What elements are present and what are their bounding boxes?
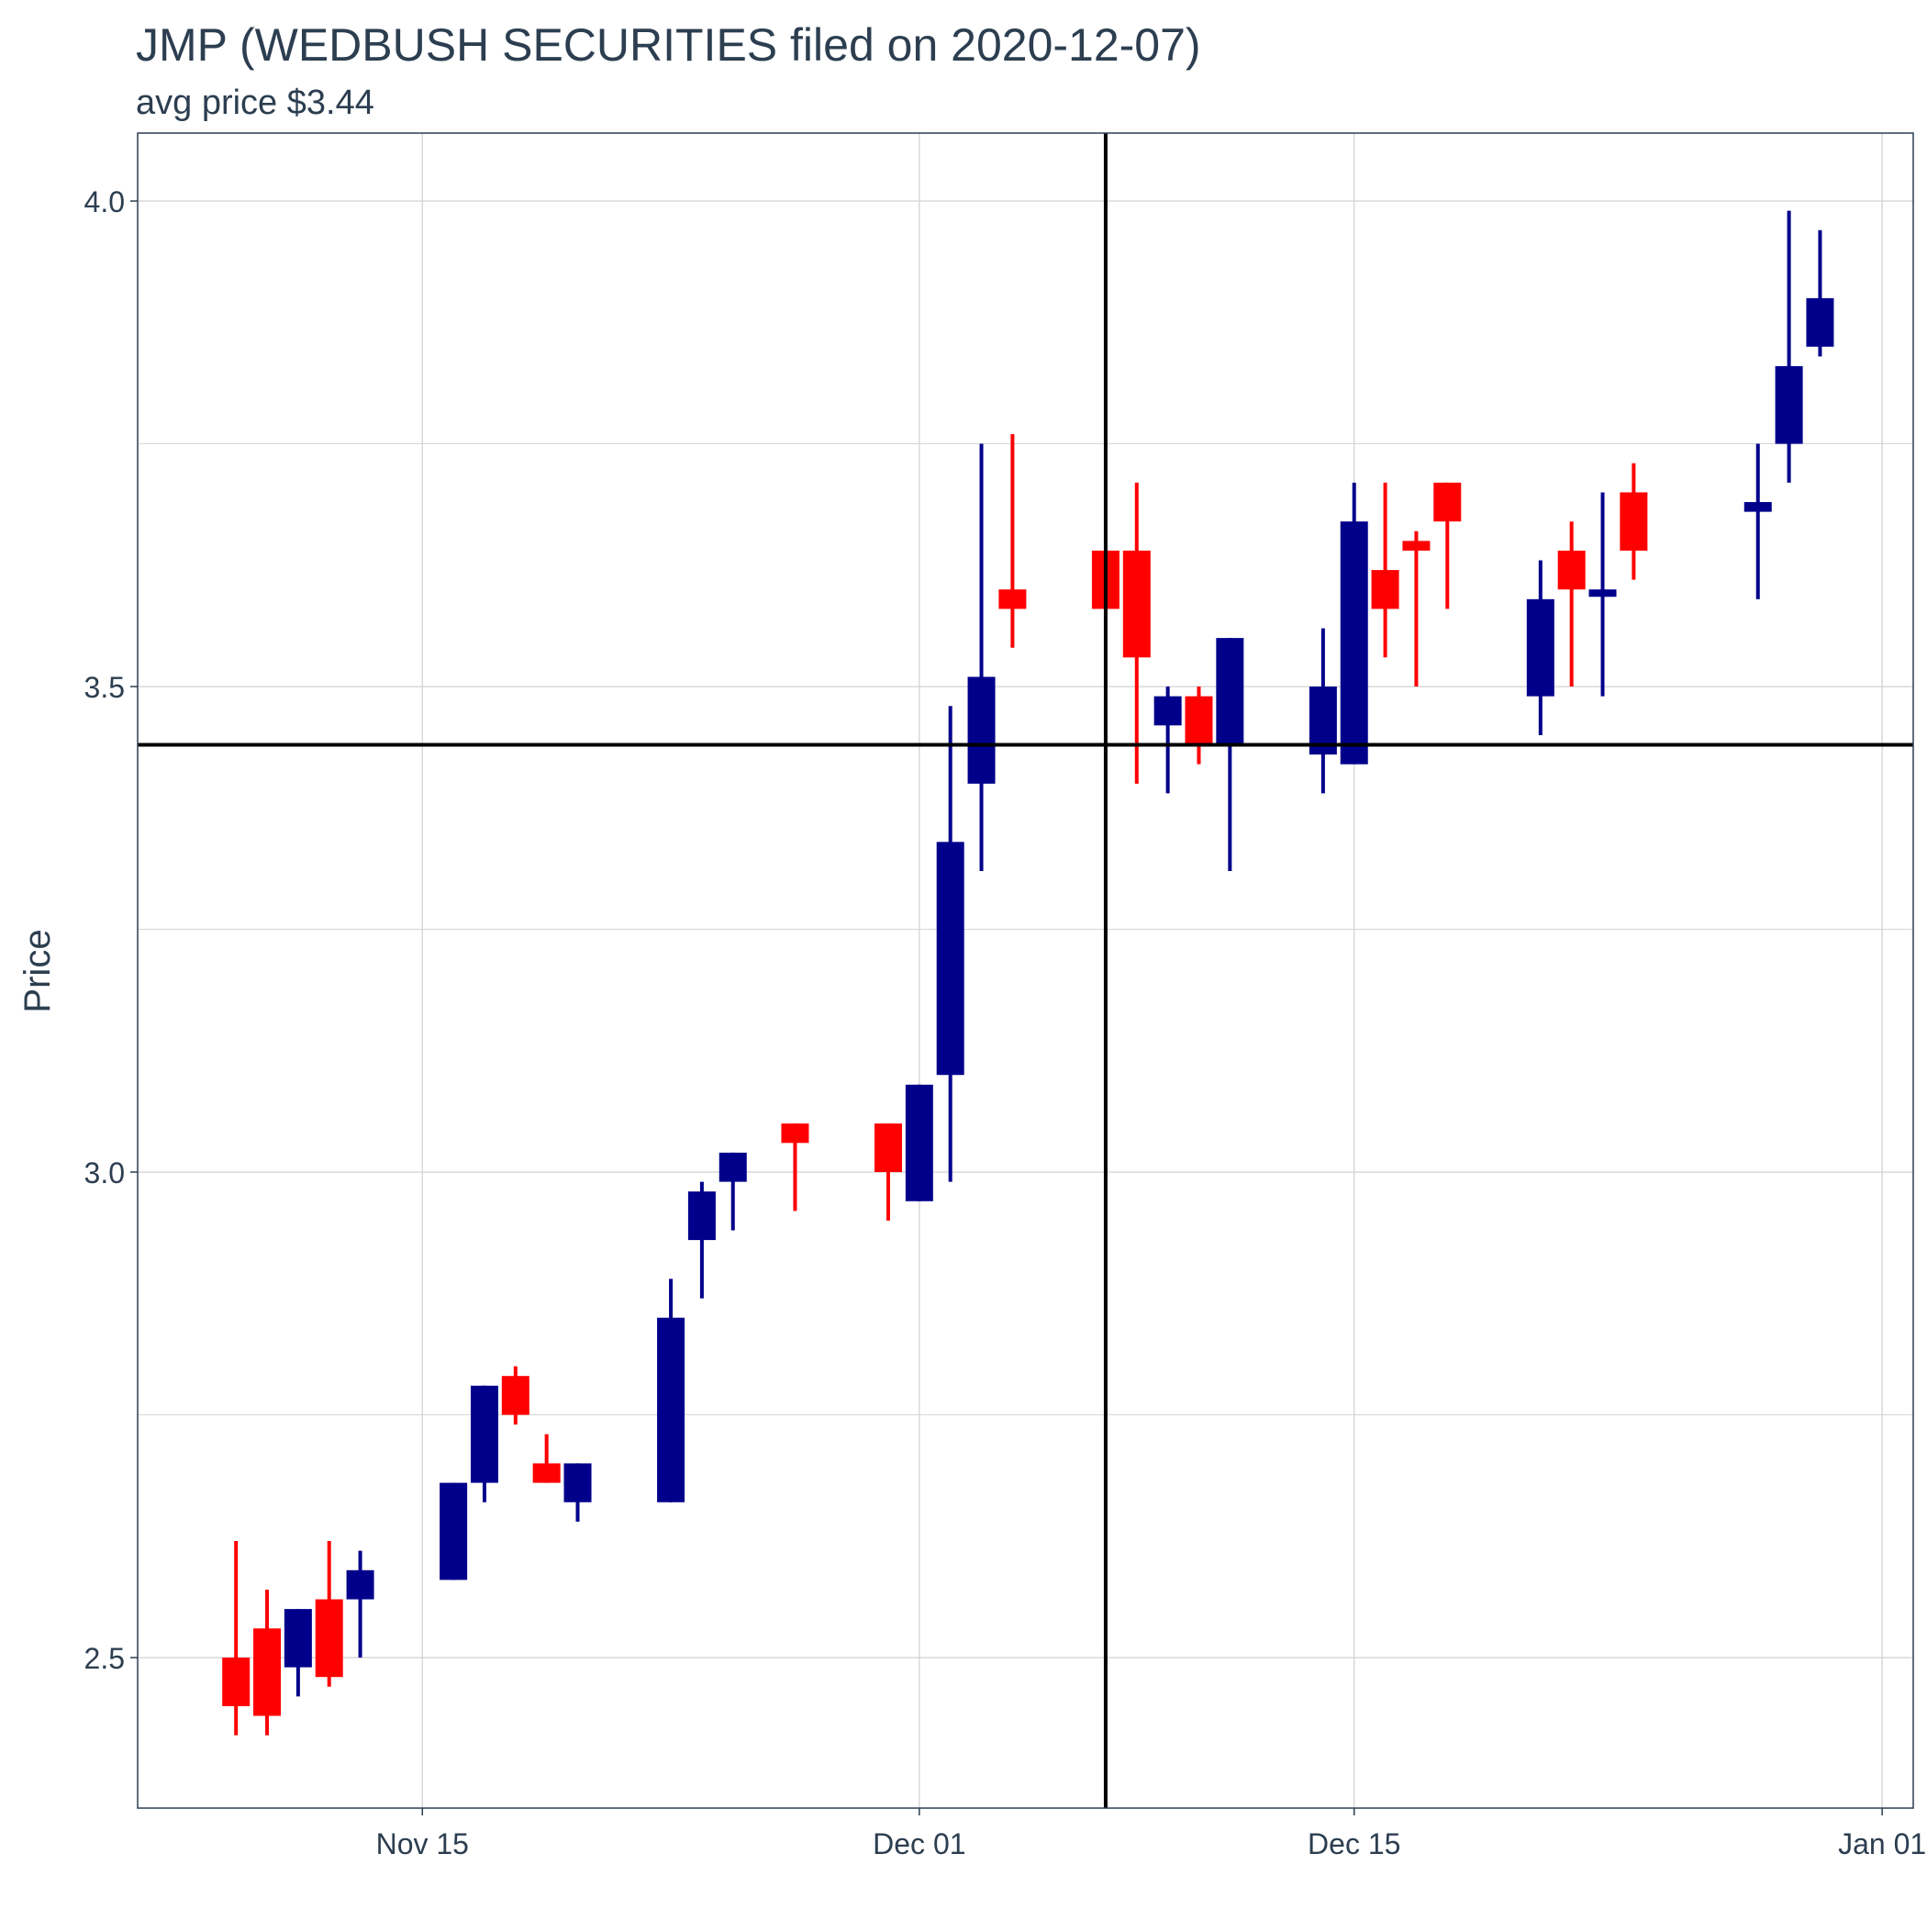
candle-down [315,1541,343,1687]
candle-up [905,1084,933,1201]
candle-body [284,1609,312,1668]
y-tick-label: 4.0 [84,185,125,218]
candle-body [1216,638,1244,745]
candle-up [718,1152,747,1231]
candle-up [1309,628,1337,794]
candle-body [1371,570,1399,609]
candle-down [874,1123,903,1221]
candle-body [1340,521,1368,765]
candle-down [1620,463,1648,580]
candle-body [657,1317,685,1502]
y-tick-label: 3.0 [84,1156,125,1189]
candle-body [253,1628,282,1716]
candle-body [222,1658,251,1706]
candle-up [1340,482,1368,765]
candle-body [315,1599,343,1678]
candle-body [1402,541,1431,551]
candle-body [440,1482,468,1580]
chart-title: JMP (WEDBUSH SECURITIES filed on 2020-12… [136,19,1201,71]
candle-body [1433,482,1462,522]
candle-body [1775,365,1803,444]
candle-up [687,1181,716,1299]
candle-body [1185,696,1213,745]
candle-down [998,433,1027,648]
candle-down [1371,482,1399,658]
y-axis-label: Price [17,929,58,1012]
candle-up [470,1385,498,1502]
candle-up [1775,210,1803,483]
candle-up [1153,687,1182,794]
candle-body [563,1463,592,1502]
candle-body [967,676,996,784]
candle-body [718,1152,747,1182]
x-tick-label: Dec 01 [873,1827,965,1860]
candle-up [1588,492,1617,697]
candle-body [998,589,1027,609]
axis-ticks: 2.5 3.0 3.5 4.0 Nov 15 Dec 01 Dec 15 Jan 01 [84,185,1927,1860]
candle-body [781,1123,809,1144]
grid-lines [138,133,1913,1808]
candle-body [532,1463,561,1483]
candle-body [905,1084,933,1201]
reference-lines [138,133,1913,1808]
candle-down [1557,521,1586,687]
candle-up [440,1482,468,1580]
candle-down [222,1541,251,1736]
candle-down [1122,482,1151,784]
candle-up [1806,229,1834,357]
candle-body [346,1569,374,1600]
candle-up [936,706,964,1182]
candle-body [470,1385,498,1483]
candle-up [657,1279,685,1502]
candle-body [501,1376,529,1415]
candle-up [1526,560,1554,735]
candle-up [284,1609,312,1697]
candle-body [1557,550,1586,590]
candle-up [967,443,996,872]
candle-body [1153,696,1182,726]
candle-up [346,1550,374,1658]
plot-border [137,132,1914,1809]
candle-body [936,842,964,1076]
candle-down [781,1123,809,1212]
candle-up [563,1463,592,1522]
x-tick-label: Dec 15 [1308,1827,1400,1860]
candle-body [1526,598,1554,697]
candles [222,210,1834,1736]
x-tick-label: Nov 15 [376,1827,469,1860]
candle-body [1122,550,1151,658]
candle-down [253,1589,282,1736]
candle-body [1806,297,1834,347]
candle-up [1743,443,1772,599]
candle-up [1216,638,1244,872]
candle-body [1620,492,1648,551]
candle-down [532,1434,561,1483]
chart-subtitle: avg price $3.44 [136,84,374,122]
candle-body [874,1123,903,1173]
candle-body [1588,589,1617,597]
y-tick-label: 2.5 [84,1642,125,1675]
candle-down [1402,530,1431,687]
y-tick-label: 3.5 [84,671,125,704]
candle-down [501,1366,529,1425]
candle-body [1743,502,1772,512]
candle-body [687,1191,716,1241]
candle-down [1185,687,1213,765]
x-tick-label: Jan 01 [1838,1827,1926,1860]
candle-down [1433,482,1462,609]
